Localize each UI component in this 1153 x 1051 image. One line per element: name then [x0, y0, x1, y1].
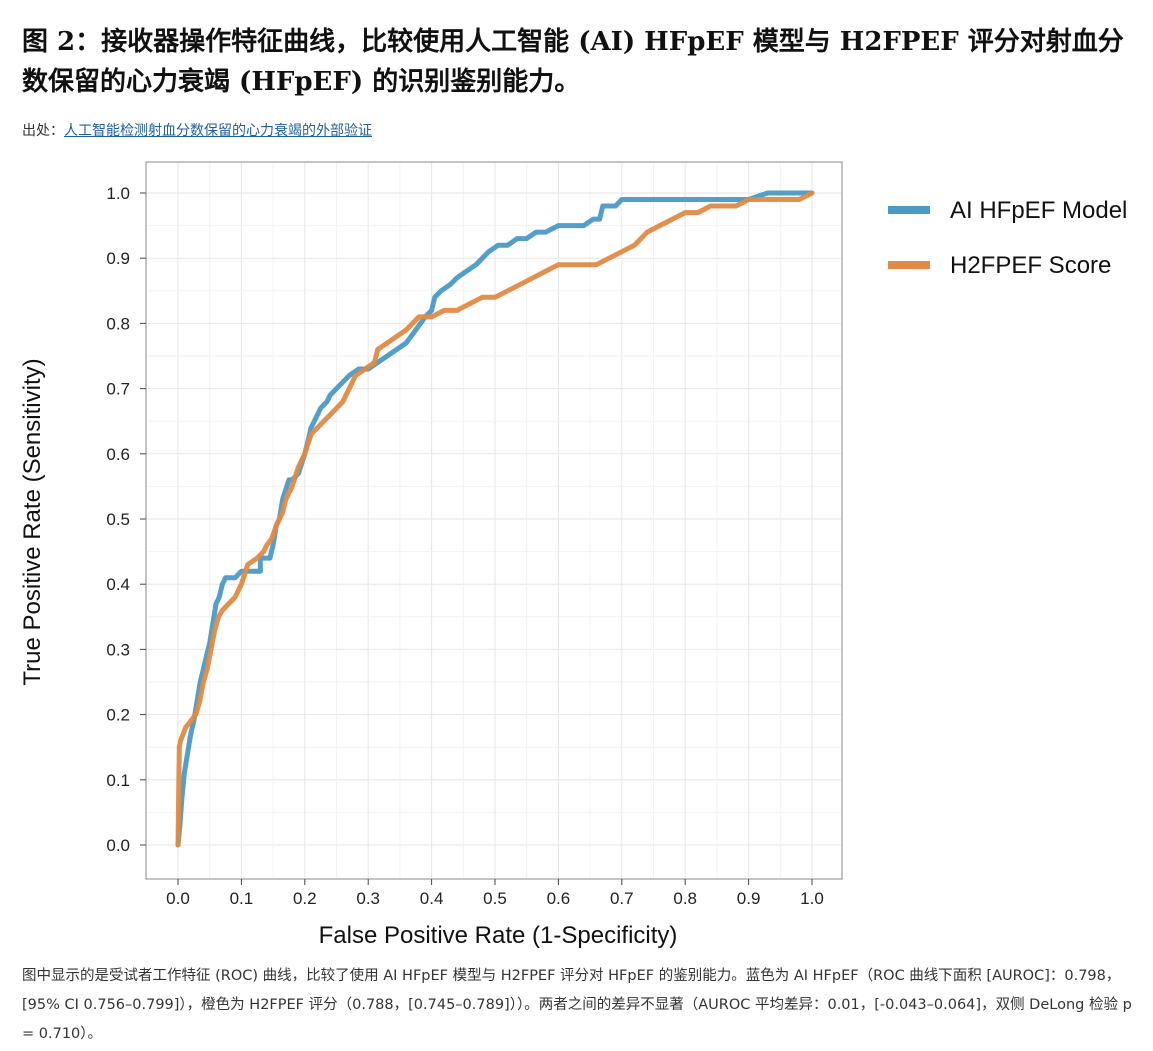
x-tick-label: 0.5	[483, 889, 507, 908]
x-tick-label: 1.0	[800, 889, 824, 908]
y-tick-label: 0.8	[106, 314, 130, 333]
legend-label: AI HFpEF Model	[950, 197, 1127, 224]
y-tick-label: 0.9	[106, 249, 130, 268]
x-tick-label: 0.8	[673, 889, 697, 908]
series-line-0	[175, 190, 815, 848]
y-tick-label: 0.5	[106, 510, 130, 529]
grid-lines	[147, 163, 841, 878]
y-tick-label: 0.1	[106, 771, 130, 790]
x-tick-label: 0.6	[547, 889, 571, 908]
x-tick-label: 0.7	[610, 889, 634, 908]
y-tick-label: 0.4	[106, 575, 130, 594]
x-tick-label: 0.9	[737, 889, 761, 908]
legend-label: H2FPEF Score	[950, 252, 1111, 279]
y-tick-label: 0.3	[106, 640, 130, 659]
roc-chart: 0.0 0.1 0.2 0.3 0.4 0.5 0.6 0.7 0.8 0.9 1.0 0.0 0.1…	[19, 161, 1127, 949]
source-label: 出处：	[22, 123, 64, 139]
y-axis-label: True Positive Rate (Sensitivity)	[19, 358, 46, 685]
series-line-1	[175, 190, 815, 848]
y-tick-label: 0.7	[106, 380, 130, 399]
y-axis-ticks: 0.0 0.1 0.2 0.3 0.4 0.5 0.6 0.7 0.8 0.9 1.0	[106, 184, 146, 855]
x-tick-label: 0.2	[293, 889, 317, 908]
figure-title: 图 2：接收器操作特征曲线，比较使用人工智能 (AI) HFpEF 模型与 H2…	[22, 27, 1124, 97]
x-axis-ticks: 0.0 0.1 0.2 0.3 0.4 0.5 0.6 0.7 0.8 0.9 1.0	[166, 879, 824, 908]
y-tick-label: 0.2	[106, 706, 130, 725]
x-axis-label: False Positive Rate (1-Specificity)	[319, 922, 678, 949]
x-tick-label: 0.3	[356, 889, 380, 908]
plot-background	[145, 161, 843, 880]
y-tick-label: 1.0	[106, 184, 130, 203]
y-tick-label: 0.6	[106, 445, 130, 464]
y-tick-label: 0.0	[106, 836, 130, 855]
source-link[interactable]: 人工智能检测射血分数保留的心力衰竭的外部验证	[64, 123, 372, 139]
source-line: 出处：人工智能检测射血分数保留的心力衰竭的外部验证	[22, 120, 372, 140]
x-tick-label: 0.1	[230, 889, 254, 908]
x-tick-label: 0.0	[166, 889, 190, 908]
figure-caption: 图中显示的是受试者工作特征 (ROC) 曲线，比较了使用 AI HFpEF 模型…	[22, 968, 1132, 1042]
x-tick-label: 0.4	[420, 889, 444, 908]
legend: AI HFpEF Model H2FPEF Score	[888, 197, 1127, 279]
series-lines	[175, 190, 815, 848]
